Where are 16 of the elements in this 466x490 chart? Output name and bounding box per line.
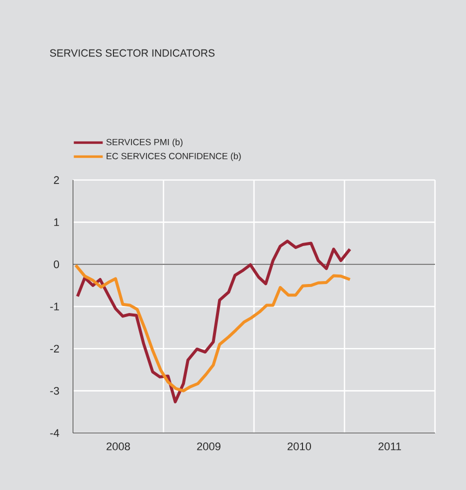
- chart-title: SERVICES SECTOR INDICATORS: [50, 49, 215, 57]
- x-tick-label: 2011: [378, 442, 401, 450]
- legend-label: SERVICES PMI (b): [106, 138, 182, 148]
- x-tick-label: 2008: [106, 442, 130, 450]
- y-tick-label: -3: [50, 386, 59, 395]
- y-tick-label: -1: [50, 302, 59, 310]
- y-tick-label: 2: [54, 176, 59, 184]
- y-tick-label: -2: [50, 344, 59, 352]
- legend-label: EC SERVICES CONFIDENCE (b): [106, 152, 241, 161]
- x-tick-label: 2010: [288, 442, 311, 450]
- line-series: [74, 264, 352, 392]
- y-tick-label: 1: [54, 218, 59, 226]
- line-series: [76, 240, 352, 404]
- y-tick-label: -4: [50, 429, 60, 437]
- x-tick-label: 2009: [197, 442, 220, 450]
- y-tick-label: 0: [54, 260, 60, 268]
